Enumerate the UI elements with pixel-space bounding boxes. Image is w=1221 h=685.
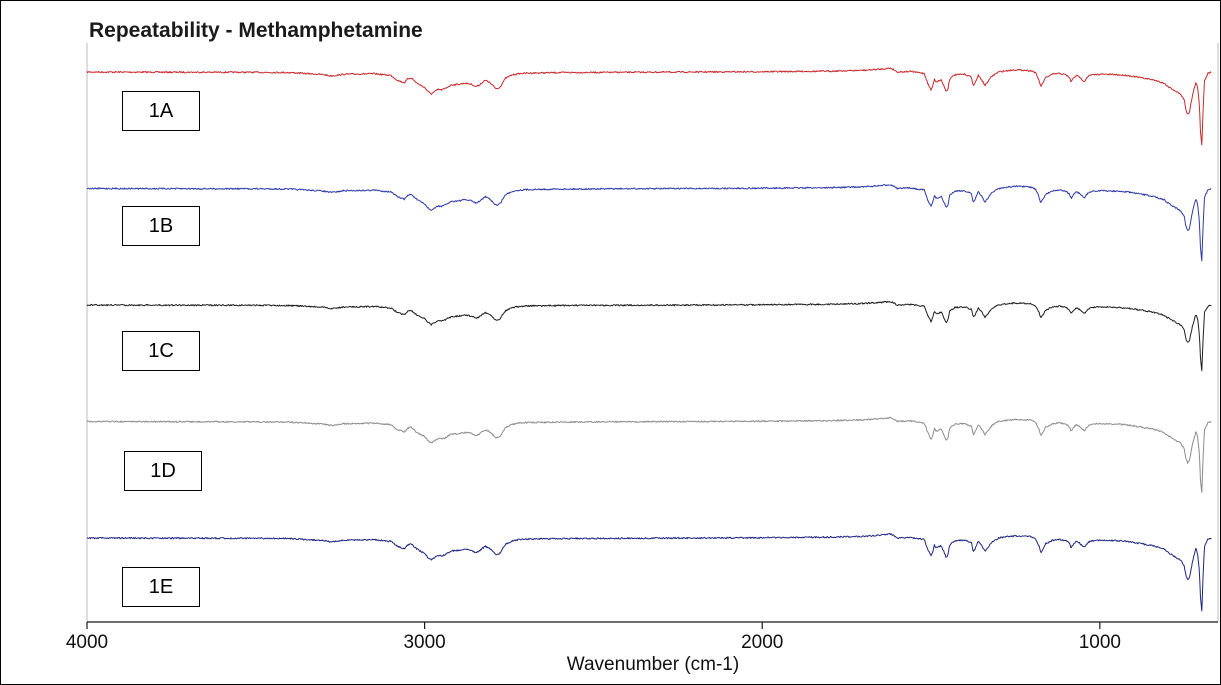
sample-label-1e: 1E: [122, 567, 200, 607]
x-axis-ticks: 4000 3000 2000 1000: [66, 622, 1121, 653]
spectrum-line-1d: [86, 416, 1212, 493]
sample-label-1b-text: 1B: [148, 214, 174, 237]
x-tick-label-2000: 2000: [741, 632, 783, 653]
spectrum-line-1a: [86, 67, 1212, 146]
sample-label-1c-text: 1C: [148, 339, 174, 362]
x-axis-title: Wavenumber (cm-1): [567, 654, 739, 675]
spectrum-line-1c: [86, 300, 1212, 372]
x-tick-label-3000: 3000: [403, 632, 445, 653]
spectrum-line-1e: [87, 533, 1212, 612]
axes: Wavenumber (cm-1): [86, 43, 1219, 675]
x-tick-label-1000: 1000: [1079, 632, 1121, 653]
sample-label-1a-text: 1A: [148, 99, 174, 122]
sample-label-1c: 1C: [122, 331, 200, 371]
sample-label-1b: 1B: [122, 206, 200, 246]
spectrum-line-1b: [86, 184, 1212, 262]
sample-label-1d-text: 1D: [150, 459, 176, 482]
sample-label-1e-text: 1E: [148, 575, 174, 598]
spectra: [86, 67, 1212, 612]
x-tick-label-4000: 4000: [66, 632, 108, 653]
sample-label-1a: 1A: [122, 91, 200, 131]
chart-title: Repeatability - Methamphetamine: [89, 19, 423, 42]
sample-label-1d: 1D: [124, 451, 202, 491]
